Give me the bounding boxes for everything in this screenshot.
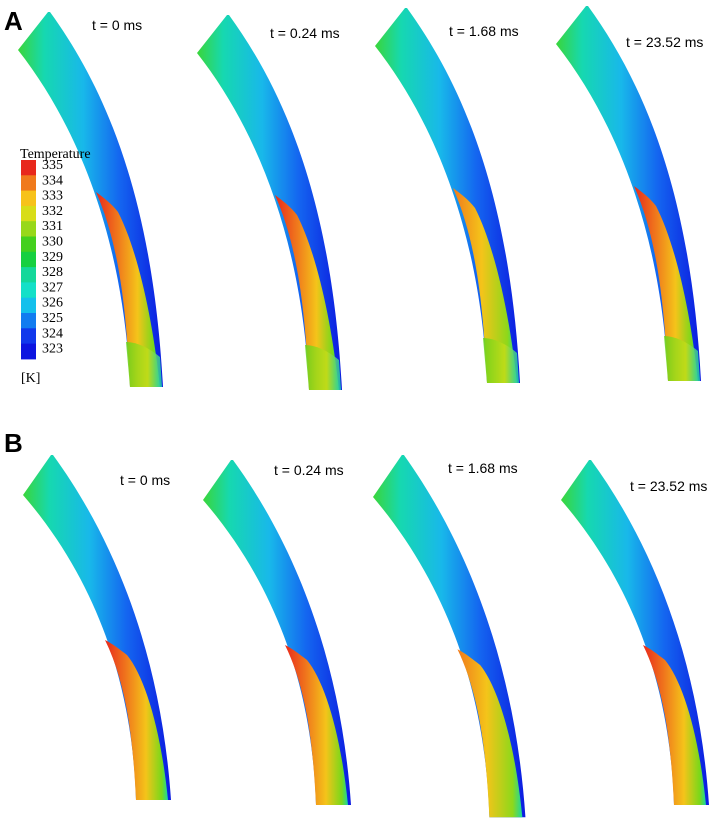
legend-tick-label: 325 [42, 311, 63, 326]
legend-swatch [21, 175, 36, 192]
time-label-a-3: t = 1.68 ms [449, 23, 519, 39]
blade-b-1 [23, 455, 171, 800]
legend-tick-label: 330 [42, 235, 63, 250]
legend-tick-label: 323 [42, 342, 63, 357]
legend-swatch [21, 251, 36, 268]
legend-colorbar [21, 160, 36, 360]
time-label-a-2: t = 0.24 ms [270, 25, 340, 41]
legend-swatch [21, 282, 36, 299]
legend-tick-label: 326 [42, 296, 63, 311]
legend-swatch [21, 160, 36, 176]
blade-b-2 [203, 460, 351, 805]
legend-swatch [21, 221, 36, 237]
blade-b-4 [561, 460, 709, 805]
blade-a-2 [197, 15, 342, 390]
legend-tick-label: 324 [42, 326, 63, 341]
time-label-b-3: t = 1.68 ms [448, 460, 518, 476]
legend-swatch [21, 267, 36, 283]
legend-tick-label: 327 [42, 280, 63, 295]
legend-swatch [21, 328, 36, 345]
time-label-a-4: t = 23.52 ms [626, 34, 703, 50]
legend-swatch [21, 343, 36, 360]
blade-b-3 [373, 455, 526, 818]
legend-unit: [K] [21, 371, 40, 386]
legend-tick-label: 329 [42, 250, 63, 265]
legend-tick-label: 328 [42, 265, 63, 280]
blade-a-3 [375, 8, 520, 383]
legend-tick-label: 335 [42, 158, 63, 173]
panel-label-a: A [4, 6, 23, 36]
legend-tick-label: 333 [42, 189, 63, 204]
legend-tick-label: 334 [42, 173, 63, 188]
legend-tick-label: 331 [42, 219, 63, 234]
legend-title: Temperature [20, 147, 91, 162]
legend-swatch [21, 236, 36, 253]
legend-swatch [21, 205, 36, 222]
legend-swatch [21, 297, 36, 314]
time-label-a-1: t = 0 ms [92, 17, 142, 33]
time-label-b-4: t = 23.52 ms [630, 478, 707, 494]
blade-a-1 [18, 12, 163, 387]
legend-swatch [21, 313, 36, 329]
temperature-legend: Temperature 3353343333323313303293283273… [20, 147, 91, 386]
time-label-b-1: t = 0 ms [120, 472, 170, 488]
blade-a-4 [556, 6, 701, 381]
time-label-b-2: t = 0.24 ms [274, 462, 344, 478]
panel-label-b: B [4, 428, 23, 458]
legend-swatch [21, 190, 36, 207]
legend-tick-label: 332 [42, 204, 63, 219]
